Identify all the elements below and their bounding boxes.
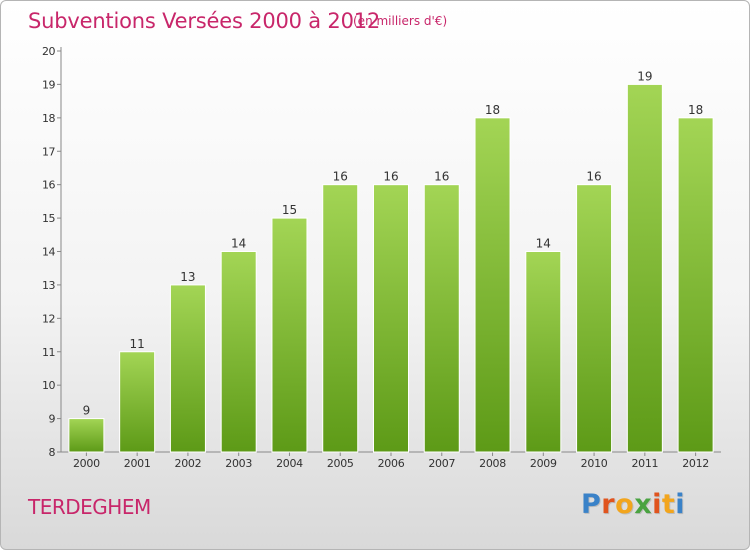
bar-2012 [677,117,714,453]
bar-value-label: 15 [282,203,297,217]
logo-letter: P [581,489,602,520]
y-tick-label: 19 [42,78,55,91]
y-tick-label: 17 [42,145,55,158]
y-tick-label: 14 [42,246,55,259]
x-tick-label: 2001 [124,457,151,470]
bar-value-label: 16 [586,170,601,184]
y-tick-label: 13 [42,279,55,292]
bar-value-label: 16 [434,170,449,184]
commune-name: TERDEGHEM [28,495,151,519]
y-tick-label: 15 [42,212,55,225]
x-tick-label: 2003 [225,457,252,470]
x-tick-label: 2000 [73,457,100,470]
bar-value-label: 9 [83,404,91,418]
chart-bars: 9 11 13 14 15 16 16 16 18 14 16 19 18 [68,69,714,453]
proxiti-logo: Proxiti [581,489,685,520]
bar-value-label: 14 [231,237,246,251]
x-tick-label: 2012 [682,457,709,470]
bar-2005 [322,184,359,453]
bar-2001 [119,351,156,453]
bar-2011 [626,83,663,453]
bar-2010 [576,184,613,453]
bar-value-label: 16 [383,170,398,184]
x-tick-label: 2006 [378,457,405,470]
bar-value-label: 14 [536,237,551,251]
bar-2003 [220,251,257,453]
x-tick-label: 2008 [479,457,506,470]
x-tick-label: 2010 [581,457,608,470]
y-tick-label: 16 [42,179,55,192]
x-tick-label: 2011 [631,457,658,470]
x-tick-label: 2005 [327,457,354,470]
bar-2000 [68,418,105,453]
chart-title: Subventions Versées 2000 à 2012 [28,9,381,33]
x-tick-label: 2004 [276,457,303,470]
logo-letter: x [634,489,653,520]
logo-letter: r [601,489,616,520]
bar-value-label: 18 [688,103,703,117]
bar-value-label: 16 [333,170,348,184]
logo-letter: o [615,489,635,520]
logo-letter: i [652,489,662,520]
y-tick-label: 18 [42,112,55,125]
y-tick-label: 12 [42,312,55,325]
y-tick-label: 20 [42,45,55,58]
chart-subtitle: (en milliers d'€) [353,14,448,28]
bar-2009 [525,251,562,453]
bar-2006 [373,184,409,453]
y-tick-label: 9 [49,413,56,426]
bar-2002 [169,284,206,453]
y-tick-label: 11 [42,346,55,359]
bar-value-label: 11 [130,337,145,351]
logo-letter: t [661,489,676,520]
x-tick-label: 2002 [175,457,202,470]
y-tick-label: 10 [42,379,55,392]
bar-value-label: 19 [637,69,652,83]
bar-2008 [474,117,511,453]
y-tick-label: 8 [49,446,56,459]
bar-value-label: 18 [485,103,500,117]
logo-letter: i [675,489,686,520]
bar-value-label: 13 [180,270,195,284]
x-tick-label: 2007 [428,457,455,470]
chart-axes: 8 9 10 11 12 13 14 15 16 17 18 19 20 2000 2001 2002 2003… [42,45,721,470]
bar-2004 [271,217,308,453]
x-tick-label: 2009 [530,457,557,470]
bar-2007 [423,184,460,453]
